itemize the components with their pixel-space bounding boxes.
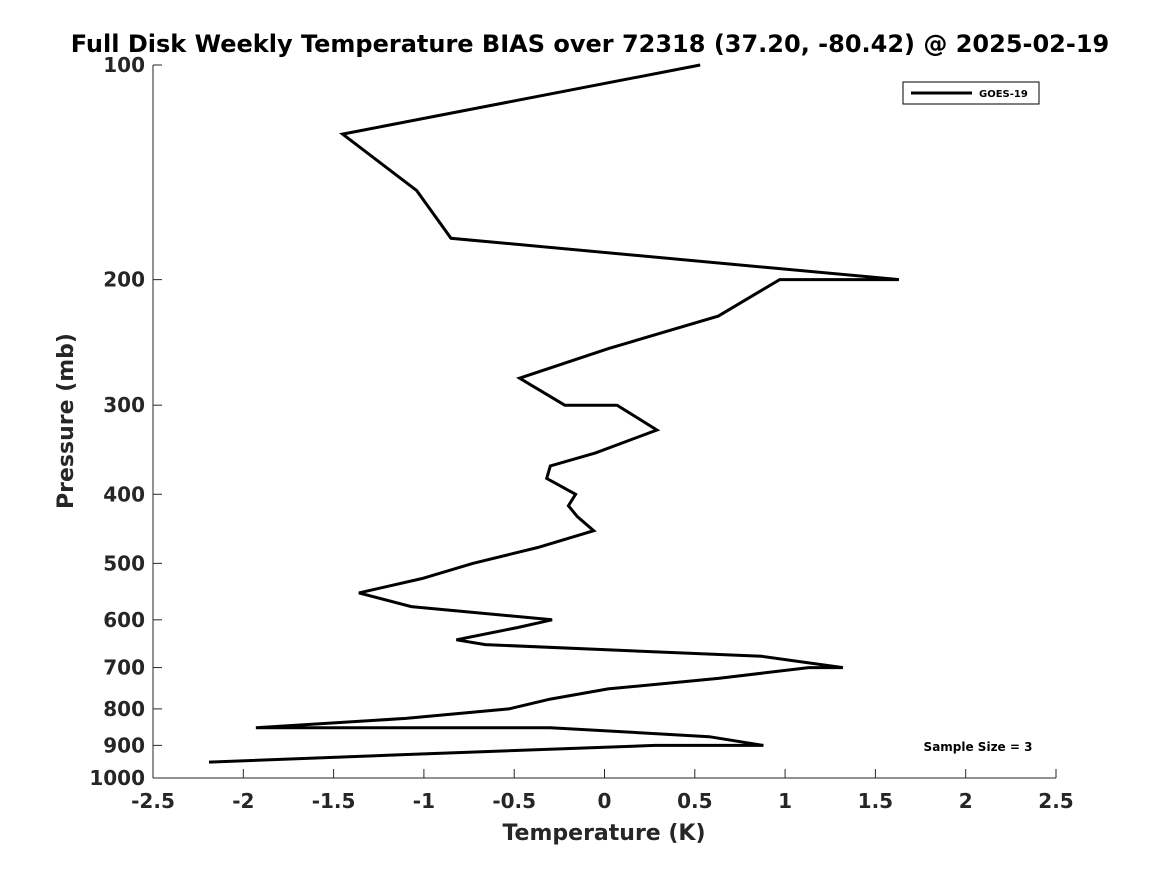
legend-label-goes-19: GOES-19: [979, 89, 1028, 100]
x-tick-label: -1.5: [312, 789, 356, 813]
y-tick-label: 600: [103, 608, 145, 632]
x-tick-label: 2: [959, 789, 973, 813]
series-line-goes-19: [208, 63, 900, 764]
legend: GOES-19: [902, 81, 1040, 105]
chart-title: Full Disk Weekly Temperature BIAS over 7…: [71, 30, 1110, 58]
sample-size-annotation: Sample Size = 3: [924, 740, 1033, 754]
x-tick-label: 1.5: [858, 789, 893, 813]
y-axis-label: Pressure (mb): [54, 333, 79, 509]
x-tick-label: -0.5: [492, 789, 536, 813]
series-layer: [208, 63, 900, 764]
x-tick-label: 0.5: [677, 789, 712, 813]
y-tick-label: 500: [103, 551, 145, 575]
x-ticks: -2.5 -2 -1.5 -1 -0.5 0 0.5 1 1.5 2 2.5: [131, 769, 1074, 813]
x-tick-label: -2: [232, 789, 254, 813]
x-tick-label: 2.5: [1038, 789, 1073, 813]
y-tick-label: 400: [103, 482, 145, 506]
y-ticks: 100 200 300 400 500 600 700 800 900 1000: [89, 53, 162, 790]
x-tick-label: -2.5: [131, 789, 175, 813]
y-tick-label: 1000: [89, 766, 145, 790]
y-tick-label: 900: [103, 733, 145, 757]
x-tick-label: 1: [778, 789, 792, 813]
y-tick-label: 700: [103, 656, 145, 680]
x-tick-label: -1: [413, 789, 435, 813]
y-tick-label: 800: [103, 697, 145, 721]
y-tick-label: 100: [103, 53, 145, 77]
plot-frame: [153, 65, 1056, 778]
x-tick-label: 0: [598, 789, 612, 813]
x-axis-label: Temperature (K): [502, 821, 705, 846]
plot-area: -2.5 -2 -1.5 -1 -0.5 0 0.5 1 1.5 2 2.5 100 200 300 40…: [89, 53, 1073, 813]
y-tick-label: 300: [103, 393, 145, 417]
y-tick-label: 200: [103, 268, 145, 292]
